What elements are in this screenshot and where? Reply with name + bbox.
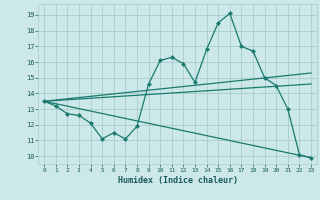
X-axis label: Humidex (Indice chaleur): Humidex (Indice chaleur) — [118, 176, 238, 185]
